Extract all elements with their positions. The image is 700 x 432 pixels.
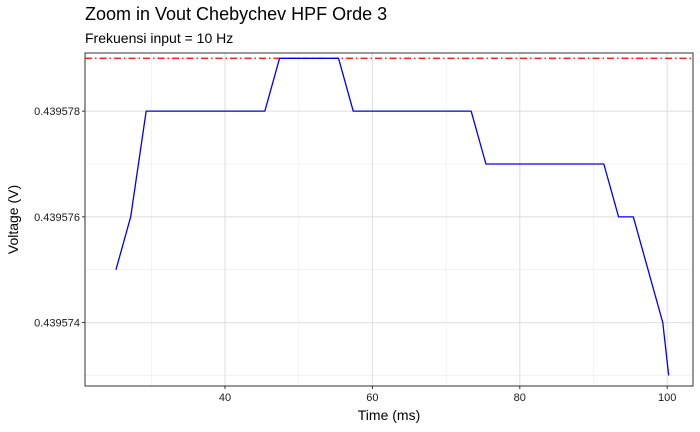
- chart-subtitle: Frekuensi input = 10 Hz: [85, 30, 234, 46]
- panel-background: [85, 53, 693, 386]
- panel-border: [84, 52, 694, 387]
- y-tick-label: 0.439574: [34, 318, 80, 330]
- y-axis-title: Voltage (V): [5, 185, 21, 254]
- series-layer: [115, 57, 670, 376]
- x-tick-label: 100: [658, 392, 676, 404]
- y-tick-label: 0.439578: [34, 106, 80, 118]
- chart-title: Zoom in Vout Chebychev HPF Orde 3: [85, 4, 388, 24]
- x-tick-label: 40: [219, 392, 231, 404]
- series-line: [115, 57, 670, 376]
- y-tick-label: 0.439576: [34, 212, 80, 224]
- x-axis-ticks: 40 60 80 100: [219, 386, 676, 404]
- x-tick-label: 80: [514, 392, 526, 404]
- y-axis-ticks: 0.439574 0.439576 0.439578: [34, 106, 85, 330]
- x-axis-title: Time (ms): [358, 407, 420, 423]
- x-tick-label: 60: [366, 392, 378, 404]
